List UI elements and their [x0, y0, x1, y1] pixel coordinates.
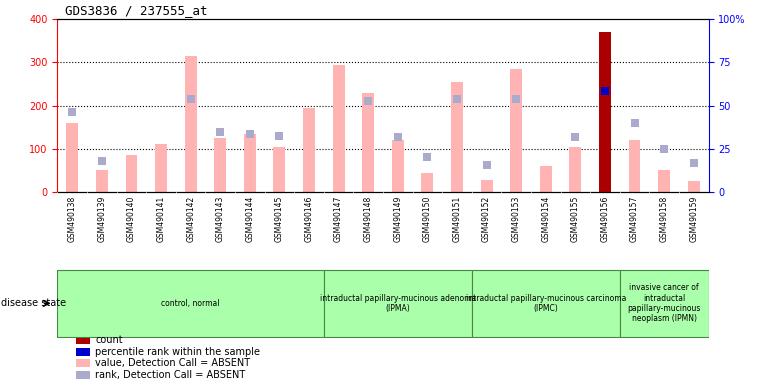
Bar	[629, 140, 640, 192]
Text: control, normal: control, normal	[162, 299, 220, 308]
Bar	[510, 69, 522, 192]
Bar	[569, 147, 581, 192]
Bar	[76, 336, 90, 344]
Text: GSM490140: GSM490140	[127, 196, 136, 242]
Text: intraductal papillary-mucinous carcinoma
(IPMC): intraductal papillary-mucinous carcinoma…	[466, 294, 626, 313]
Text: GSM490152: GSM490152	[482, 196, 491, 242]
Bar	[155, 144, 167, 192]
Text: GSM490156: GSM490156	[601, 196, 610, 242]
Text: value, Detection Call = ABSENT: value, Detection Call = ABSENT	[95, 358, 250, 368]
Bar	[76, 348, 90, 356]
Text: GSM490143: GSM490143	[216, 196, 224, 242]
Text: GSM490153: GSM490153	[512, 196, 521, 242]
Text: GSM490145: GSM490145	[275, 196, 284, 242]
Bar	[392, 140, 404, 192]
Bar	[451, 82, 463, 192]
Text: GSM490157: GSM490157	[630, 196, 639, 242]
Text: rank, Detection Call = ABSENT: rank, Detection Call = ABSENT	[95, 370, 245, 380]
Bar	[332, 65, 345, 192]
Text: count: count	[95, 335, 123, 345]
FancyBboxPatch shape	[620, 270, 709, 336]
Bar	[421, 172, 434, 192]
Text: GSM490155: GSM490155	[571, 196, 580, 242]
Bar	[688, 181, 699, 192]
Text: percentile rank within the sample: percentile rank within the sample	[95, 347, 260, 357]
Bar	[244, 134, 256, 192]
Text: GSM490158: GSM490158	[660, 196, 669, 242]
FancyBboxPatch shape	[57, 270, 324, 336]
Bar	[481, 180, 493, 192]
Text: GDS3836 / 237555_at: GDS3836 / 237555_at	[65, 4, 208, 17]
Bar	[303, 108, 315, 192]
Bar	[273, 147, 286, 192]
Text: GSM490150: GSM490150	[423, 196, 432, 242]
Bar	[599, 32, 611, 192]
Text: GSM490146: GSM490146	[305, 196, 313, 242]
Bar	[126, 155, 137, 192]
Text: GSM490154: GSM490154	[542, 196, 550, 242]
Text: GSM490149: GSM490149	[393, 196, 402, 242]
Text: GSM490138: GSM490138	[67, 196, 77, 242]
Text: disease state: disease state	[1, 298, 66, 308]
Bar	[76, 371, 90, 379]
Text: intraductal papillary-mucinous adenoma
(IPMA): intraductal papillary-mucinous adenoma (…	[319, 294, 476, 313]
Bar	[76, 359, 90, 367]
Bar	[96, 170, 108, 192]
Bar	[67, 123, 78, 192]
Text: GSM490144: GSM490144	[245, 196, 254, 242]
Bar	[540, 166, 552, 192]
Text: GSM490141: GSM490141	[156, 196, 165, 242]
Text: invasive cancer of
intraductal
papillary-mucinous
neoplasm (IPMN): invasive cancer of intraductal papillary…	[627, 283, 701, 323]
Text: GSM490151: GSM490151	[453, 196, 461, 242]
Text: GSM490139: GSM490139	[97, 196, 106, 242]
Bar	[185, 56, 197, 192]
Bar	[362, 93, 374, 192]
FancyBboxPatch shape	[324, 270, 472, 336]
Text: GSM490159: GSM490159	[689, 196, 699, 242]
Bar	[214, 138, 226, 192]
Bar	[658, 170, 670, 192]
Text: GSM490142: GSM490142	[186, 196, 195, 242]
FancyBboxPatch shape	[472, 270, 620, 336]
Text: GSM490148: GSM490148	[364, 196, 373, 242]
Text: GSM490147: GSM490147	[334, 196, 343, 242]
